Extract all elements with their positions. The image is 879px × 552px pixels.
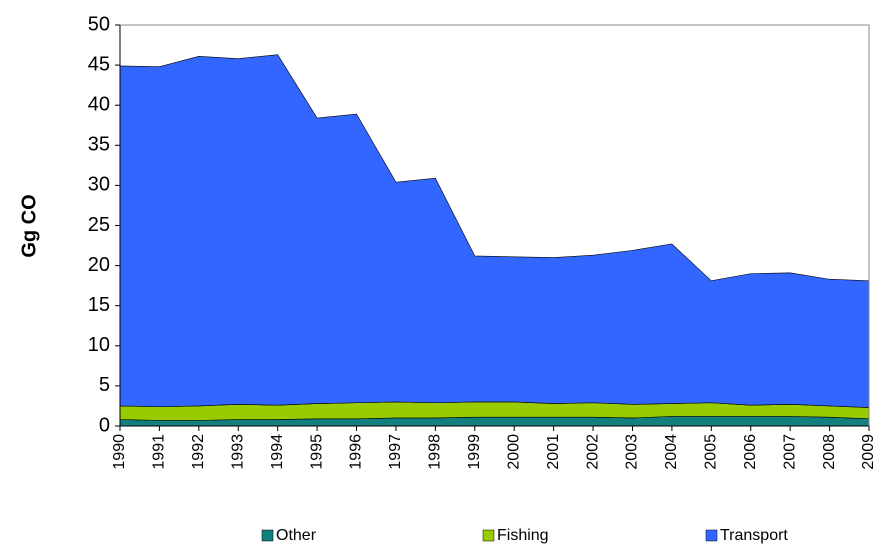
legend-swatch: [482, 529, 495, 542]
y-tick-label: 10: [88, 334, 110, 356]
x-tick-label: 2004: [663, 434, 680, 470]
x-tick-label: 1997: [387, 434, 404, 470]
y-tick-label: 45: [88, 53, 110, 75]
y-tick-label: 30: [88, 174, 110, 196]
x-tick-label: 1993: [229, 434, 246, 470]
y-axis-label: Gg CO: [18, 194, 40, 257]
x-tick-label: 2008: [821, 434, 838, 470]
area: [119, 54, 870, 408]
x-tick-label: 1992: [190, 434, 207, 470]
legend-label: Transport: [720, 527, 788, 544]
y-tick-label: 35: [88, 134, 110, 156]
y-tick-label: 25: [88, 214, 110, 236]
y-tick-label: 15: [88, 294, 110, 316]
x-tick-label: 2000: [505, 434, 522, 470]
y-tick-label: 20: [88, 254, 110, 276]
y-tick-label: 5: [99, 374, 110, 396]
x-tick-label: 2001: [545, 434, 562, 470]
legend-swatch: [261, 529, 274, 542]
x-tick-label: 1996: [348, 434, 365, 470]
x-tick-label: 1990: [111, 434, 128, 470]
y-tick-label: 40: [88, 93, 110, 115]
y-tick-label: 50: [88, 13, 110, 35]
legend-swatch: [705, 529, 718, 542]
x-tick-label: 1991: [151, 434, 168, 470]
x-tick-label: 2009: [860, 434, 877, 470]
x-tick-label: 1994: [269, 434, 286, 470]
legend-label: Fishing: [497, 527, 549, 544]
x-tick-label: 2003: [624, 434, 641, 470]
y-tick-label: 0: [99, 414, 110, 436]
x-tick-label: 2002: [584, 434, 601, 470]
legend-label: Other: [276, 527, 317, 544]
x-tick-label: 2007: [781, 434, 798, 470]
x-tick-label: 2005: [703, 434, 720, 470]
x-tick-label: 1998: [427, 434, 444, 470]
x-tick-label: 2006: [742, 434, 759, 470]
x-tick-label: 1995: [308, 434, 325, 470]
x-tick-label: 1999: [466, 434, 483, 470]
